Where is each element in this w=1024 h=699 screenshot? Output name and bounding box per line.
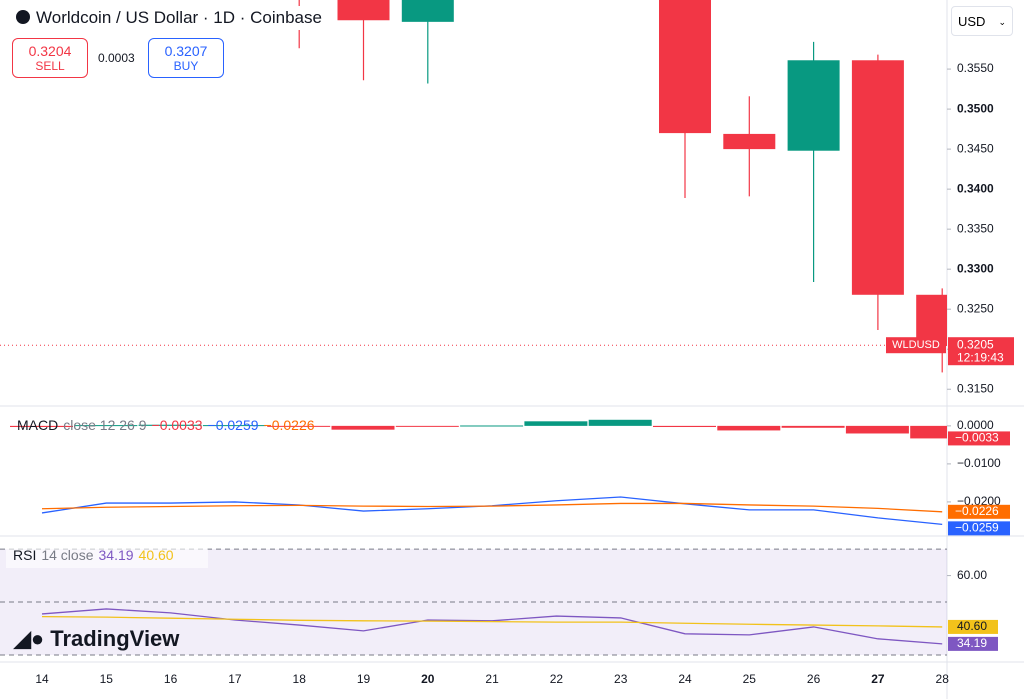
histogram-bar bbox=[138, 424, 202, 426]
value-tag bbox=[948, 504, 1010, 519]
value-tag-text: −0.0226 bbox=[955, 504, 999, 518]
x-tick-label: 18 bbox=[293, 672, 307, 686]
histogram-bar bbox=[10, 425, 73, 428]
histogram-bar bbox=[717, 425, 781, 431]
histogram-bar bbox=[74, 425, 138, 427]
buy-price: 0.3207 bbox=[164, 43, 208, 59]
value-tag bbox=[948, 636, 998, 651]
macd-legend: MACD close 12 26 9 −0.0033 −0.0259 −0.0226 bbox=[17, 417, 315, 433]
histogram-bar bbox=[588, 419, 652, 426]
x-tick-label: 20 bbox=[421, 672, 435, 686]
rsi-legend: RSI 14 close 34.19 40.60 bbox=[13, 547, 174, 563]
rsi-ma-line bbox=[41, 615, 943, 628]
y-tick-label: 0.3350 bbox=[957, 221, 994, 235]
x-tick-label: 21 bbox=[485, 672, 499, 686]
histogram-bar bbox=[267, 425, 331, 427]
y-tick-label: 0.3550 bbox=[957, 61, 994, 75]
logo-text: TradingView bbox=[50, 626, 180, 651]
legend-item: RSI bbox=[13, 547, 36, 563]
buy-label: BUY bbox=[173, 59, 199, 73]
legend-item: 40.60 bbox=[139, 547, 174, 563]
x-tick-label: 19 bbox=[357, 672, 371, 686]
candle-body bbox=[851, 60, 904, 295]
buy-button[interactable]: 0.3207 BUY bbox=[148, 38, 224, 78]
legend-item: −0.0226 bbox=[264, 417, 315, 433]
x-tick-label: 16 bbox=[164, 672, 178, 686]
symbol-icon bbox=[16, 10, 30, 24]
x-tick-label: 22 bbox=[550, 672, 564, 686]
symbol-title: Worldcoin / US Dollar · 1D · Coinbase bbox=[12, 6, 326, 30]
sell-price: 0.3204 bbox=[28, 43, 72, 59]
x-tick-label: 15 bbox=[100, 672, 114, 686]
value-tag-text: 40.60 bbox=[957, 619, 987, 633]
x-tick-label: 17 bbox=[228, 672, 242, 686]
y-tick-label: −0.0200 bbox=[957, 494, 1001, 508]
legend-item: −0.0259 bbox=[208, 417, 259, 433]
candle-body bbox=[401, 0, 454, 22]
legend-item: −0.0033 bbox=[152, 417, 203, 433]
countdown: 12:19:43 bbox=[957, 350, 1004, 364]
y-tick-label: −0.0100 bbox=[957, 456, 1001, 470]
macd-plot bbox=[10, 419, 947, 525]
x-tick-label: 28 bbox=[936, 672, 950, 686]
currency: USD bbox=[958, 14, 986, 29]
candle-body bbox=[659, 0, 711, 134]
histogram-bar bbox=[910, 425, 947, 439]
histogram-bar bbox=[653, 425, 716, 428]
symbol-tag bbox=[886, 337, 946, 354]
y-tick-label: 0.0000 bbox=[957, 418, 994, 432]
macd-line bbox=[41, 496, 943, 525]
y-tick-label: 0.3300 bbox=[957, 261, 994, 275]
histogram-bar bbox=[781, 425, 845, 428]
rsi-line bbox=[41, 608, 943, 645]
x-tick-label: 27 bbox=[871, 672, 885, 686]
candle-body bbox=[337, 0, 390, 21]
currency-select[interactable]: USD ⌄ bbox=[951, 6, 1013, 36]
value-tag bbox=[948, 521, 1010, 536]
sell-button[interactable]: 0.3204 SELL bbox=[12, 38, 88, 78]
y-tick-label: 0.3500 bbox=[957, 101, 994, 115]
histogram-bar bbox=[845, 425, 909, 434]
legend-item: 34.19 bbox=[99, 547, 134, 563]
y-tick-label: 0.3400 bbox=[957, 181, 994, 195]
logo: ◢● TradingView bbox=[14, 626, 180, 651]
histogram-bar bbox=[395, 425, 459, 427]
histogram-bar bbox=[460, 425, 524, 427]
candle-body bbox=[787, 60, 840, 151]
y-tick-label: 0.3150 bbox=[957, 381, 994, 395]
x-tick-label: 24 bbox=[678, 672, 692, 686]
value-tag bbox=[948, 431, 1010, 446]
price-tag bbox=[948, 337, 1014, 366]
y-tick-label: 0.3450 bbox=[957, 141, 994, 155]
title-text: Worldcoin / US Dollar · 1D · Coinbase bbox=[36, 8, 322, 27]
y-tick-label: 0.3250 bbox=[957, 301, 994, 315]
value-tag bbox=[948, 619, 998, 634]
symbol-tag-text: WLDUSD bbox=[892, 339, 940, 351]
legend-bg bbox=[6, 544, 208, 568]
legend-item: MACD bbox=[17, 417, 58, 433]
candle-body bbox=[723, 133, 776, 150]
x-tick-label: 23 bbox=[614, 672, 628, 686]
histogram-bar bbox=[202, 425, 266, 427]
legend-item: close 12 26 9 bbox=[63, 417, 146, 433]
candles bbox=[298, 0, 947, 373]
x-tick-label: 25 bbox=[743, 672, 757, 686]
y-tick-label: 60.00 bbox=[957, 568, 987, 582]
x-tick-label: 14 bbox=[35, 672, 49, 686]
price-tag-text: 0.3205 bbox=[957, 337, 994, 351]
signal-line bbox=[41, 502, 943, 513]
sell-label: SELL bbox=[35, 59, 65, 73]
value-tag-text: −0.0033 bbox=[955, 431, 999, 445]
x-tick-label: 26 bbox=[807, 672, 821, 686]
value-tag-text: −0.0259 bbox=[955, 521, 999, 535]
value-tag-text: 34.19 bbox=[957, 636, 987, 650]
legend-item: 14 close bbox=[41, 547, 93, 563]
spread: 0.0003 bbox=[98, 51, 135, 65]
histogram-bar bbox=[331, 425, 395, 430]
histogram-bar bbox=[524, 421, 588, 426]
